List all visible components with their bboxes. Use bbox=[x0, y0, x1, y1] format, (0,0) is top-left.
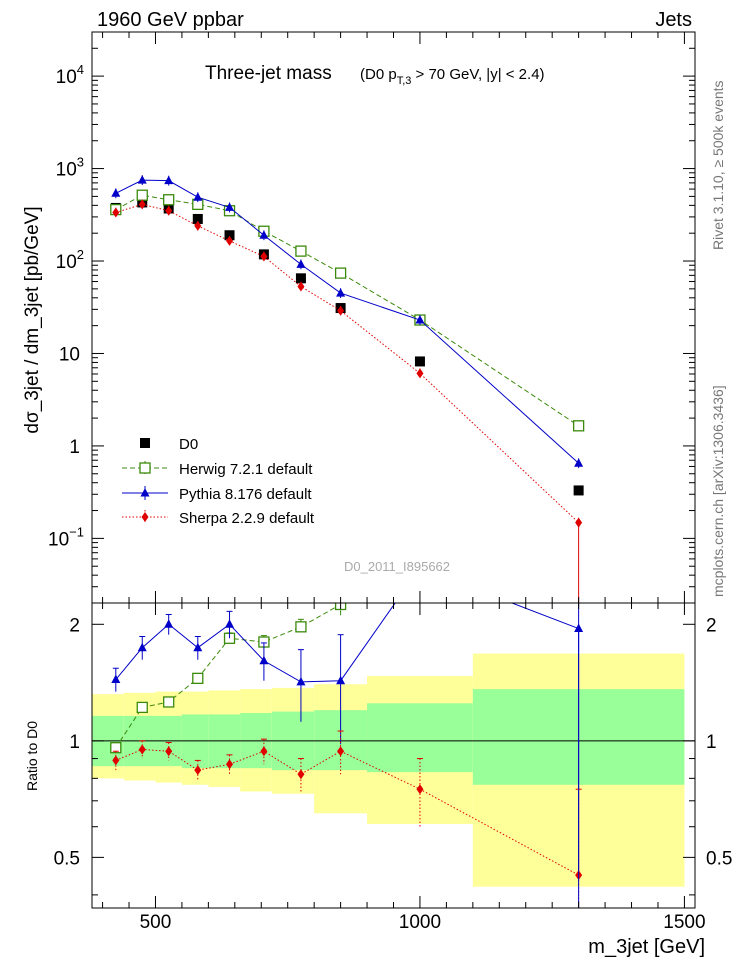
pythia-ratio-point bbox=[574, 623, 584, 633]
pythia-legend-marker bbox=[140, 488, 150, 497]
pythia-ratio-point bbox=[111, 674, 121, 684]
x-axis-label: m_3jet [GeV] bbox=[588, 936, 705, 958]
herwig-main-point bbox=[572, 420, 585, 432]
pythia-ratio-line bbox=[115, 603, 579, 683]
pythia-ratio-point bbox=[296, 676, 306, 686]
herwig-main-point bbox=[136, 189, 148, 201]
pythia-main-point bbox=[296, 259, 306, 268]
herwig-main-point bbox=[295, 245, 307, 257]
sherpa-main-point bbox=[260, 251, 268, 262]
chart-subtitle: (D0 pT,3 > 70 GeV, |y| < 2.4) bbox=[360, 66, 545, 87]
herwig-legend-marker bbox=[139, 462, 151, 474]
pythia-ratio-point bbox=[336, 675, 346, 685]
pythia-main-line bbox=[115, 179, 579, 464]
herwig-main-line bbox=[115, 194, 579, 427]
d0-legend-marker bbox=[140, 438, 150, 448]
sherpa-main-point bbox=[416, 368, 424, 379]
ratio-y-tick-label-left: 1 bbox=[69, 732, 80, 753]
pythia-main-point bbox=[415, 315, 425, 324]
chart-title: Three-jet mass bbox=[205, 63, 332, 84]
pythia-ratio-point bbox=[164, 619, 174, 628]
sherpa-main-point bbox=[226, 235, 234, 246]
pythia-ratio-point bbox=[225, 619, 235, 628]
sherpa-ratio-line bbox=[115, 748, 579, 876]
d0-main-point bbox=[414, 356, 425, 367]
pythia-ratio-point bbox=[259, 655, 269, 665]
x-tick-label: 1000 bbox=[399, 912, 441, 933]
sherpa-ratio-point bbox=[165, 746, 173, 757]
sherpa-main-point bbox=[337, 305, 345, 316]
d0-main-point bbox=[295, 273, 306, 284]
x-tick-label: 1500 bbox=[663, 912, 705, 933]
sherpa-main-point bbox=[165, 205, 173, 216]
pythia-main-point bbox=[225, 202, 235, 211]
d0-main-point bbox=[224, 230, 235, 241]
herwig-ratio-point bbox=[295, 621, 307, 633]
ratio-y-tick-label-left: 2 bbox=[69, 615, 80, 636]
sherpa-ratio-point bbox=[297, 769, 305, 780]
pythia-main-point bbox=[137, 175, 147, 184]
sherpa-ratio-point bbox=[337, 746, 345, 757]
sherpa-ratio-point bbox=[138, 744, 146, 755]
herwig-ratio-point bbox=[163, 696, 175, 708]
ratio-y-tick-label-right: 2 bbox=[706, 615, 717, 636]
d0-main-point bbox=[192, 213, 203, 224]
sherpa-main-line bbox=[115, 203, 579, 524]
herwig-main-point bbox=[334, 267, 347, 279]
pythia-main-point bbox=[193, 192, 203, 201]
x-tick-label: 500 bbox=[140, 912, 172, 933]
main-y-axis-label: dσ_3jet / dm_3jet [pb/GeV] bbox=[22, 206, 43, 433]
header-left-label: 1960 GeV ppbar bbox=[97, 9, 244, 31]
sherpa-ratio-point bbox=[260, 746, 268, 757]
sherpa-ratio-point bbox=[194, 765, 202, 776]
ratio-uncertainty-bands bbox=[92, 653, 685, 887]
pythia-main-point bbox=[111, 188, 121, 197]
mcplots-label: mcplots.cern.ch [arXiv:1306.3436] bbox=[710, 385, 726, 597]
sherpa-main-point bbox=[297, 281, 305, 292]
axis-ticks bbox=[92, 31, 695, 908]
sherpa-ratio-point bbox=[226, 759, 234, 770]
herwig-main-point bbox=[163, 194, 175, 206]
herwig-ratio-point bbox=[136, 701, 148, 714]
ratio-y-axis-label: Ratio to D0 bbox=[24, 721, 40, 791]
axis-tick-labels: 500 1000 1500 10−1 1 10 102 103 104 0.5 0.5 1 1 2 2 bbox=[48, 62, 732, 933]
pythia-legend-label: Pythia 8.176 default bbox=[179, 486, 312, 503]
main-y-tick-label: 102 bbox=[56, 247, 84, 273]
sherpa-main-point bbox=[194, 220, 202, 231]
pythia-ratio-point bbox=[137, 642, 147, 652]
main-y-tick-label: 10−1 bbox=[48, 524, 84, 550]
herwig-legend-label: Herwig 7.2.1 default bbox=[179, 461, 313, 478]
d0-main-point bbox=[573, 485, 584, 496]
main-y-tick-label: 10 bbox=[59, 344, 80, 365]
ratio-stat-band-8 bbox=[367, 703, 473, 773]
pythia-main-point bbox=[164, 175, 174, 185]
main-y-tick-label: 104 bbox=[56, 62, 84, 88]
sherpa-legend-label: Sherpa 2.2.9 default bbox=[179, 510, 315, 527]
ratio-series-layer bbox=[110, 603, 584, 908]
pythia-main-point bbox=[574, 458, 584, 467]
sherpa-main-point bbox=[112, 207, 120, 218]
sherpa-main-point bbox=[138, 199, 146, 210]
pythia-main-point bbox=[259, 230, 269, 239]
d0-legend-label: D0 bbox=[179, 436, 198, 453]
rivet-version-label: Rivet 3.1.10, ≥ 500k events bbox=[710, 80, 726, 250]
sherpa-ratio-point bbox=[416, 784, 424, 795]
header-right-label: Jets bbox=[655, 9, 692, 31]
herwig-ratio-point bbox=[192, 672, 204, 685]
analysis-watermark: D0_2011_I895662 bbox=[344, 559, 450, 574]
main-y-tick-label: 1 bbox=[69, 437, 80, 458]
pythia-ratio-point bbox=[193, 642, 203, 652]
ratio-y-tick-label-right: 0.5 bbox=[706, 848, 732, 869]
sherpa-legend-marker bbox=[141, 512, 149, 522]
pythia-main-point bbox=[336, 288, 346, 297]
legend: D0 Herwig 7.2.1 default Pythia 8.176 defau… bbox=[122, 436, 315, 527]
main-y-tick-label: 103 bbox=[56, 155, 84, 181]
ratio-y-tick-label-right: 1 bbox=[706, 732, 717, 753]
main-series-layer bbox=[110, 175, 585, 603]
sherpa-ratio-point bbox=[112, 755, 120, 766]
ratio-y-tick-label-left: 0.5 bbox=[54, 848, 80, 869]
